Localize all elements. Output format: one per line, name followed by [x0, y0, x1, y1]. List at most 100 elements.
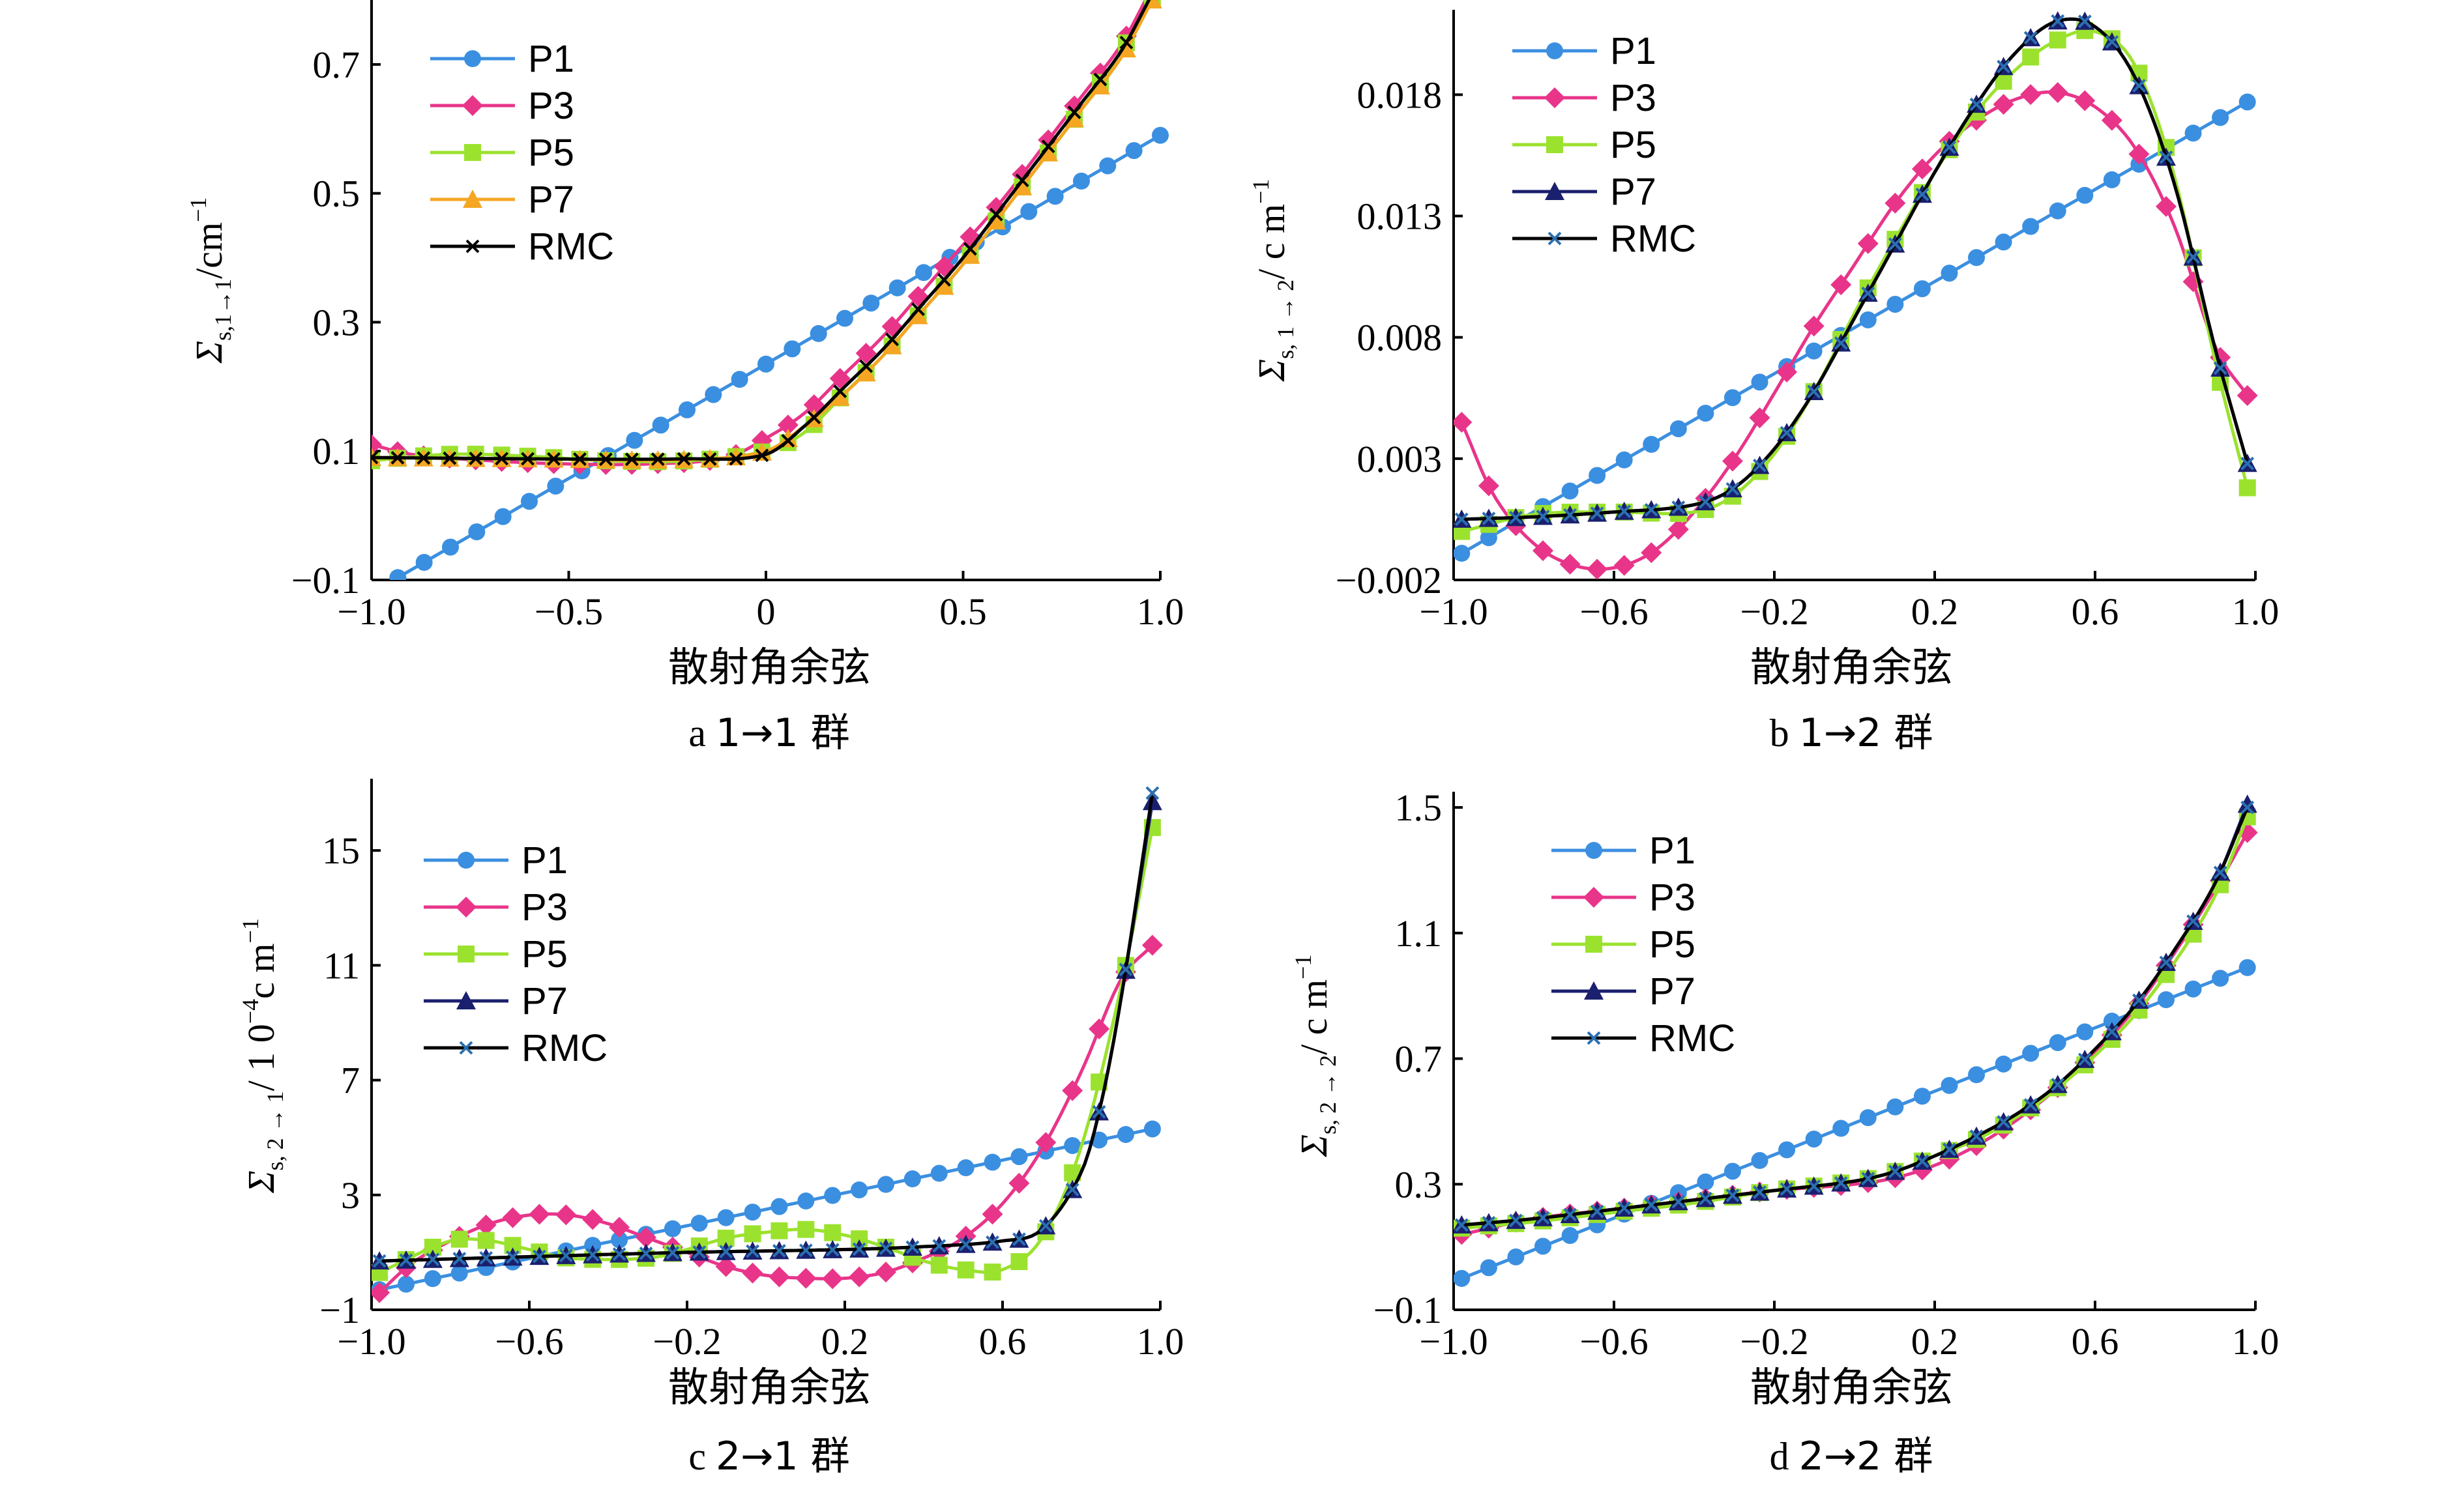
- data-point-RMC: [1807, 1179, 1821, 1193]
- data-point-RMC: [443, 451, 457, 465]
- data-point-RMC: [1698, 1191, 1712, 1206]
- data-point-P3: [875, 1262, 897, 1283]
- series-P5: [372, 0, 1161, 470]
- caption-letter: d: [1770, 1435, 1799, 1478]
- legend-label-P5: P5: [528, 132, 574, 174]
- x-tick-label: −0.2: [653, 1320, 721, 1363]
- data-point-P1: [1561, 1227, 1579, 1245]
- data-point-P5: [2238, 479, 2256, 497]
- data-point-P7: [1064, 109, 1085, 128]
- data-point-RMC: [807, 411, 821, 425]
- data-point-P1: [690, 1215, 708, 1232]
- data-point-P3: [822, 1268, 843, 1290]
- legend-marker-RMC: [465, 239, 480, 253]
- data-point-P3: [795, 1267, 817, 1289]
- legend-label-P7: P7: [1649, 970, 1695, 1013]
- data-point-P3: [1478, 475, 1499, 497]
- data-point-RMC: [1834, 336, 1848, 350]
- chart-panel-b: −0.002 0.003 0.008 0.013 0.018 −1.0 −0.6 −0.2 0.…: [1248, 10, 2279, 756]
- data-point-P3: [1532, 540, 1553, 562]
- data-point-P1: [397, 1275, 415, 1293]
- legend-marker-P7: [463, 190, 482, 208]
- panel-caption: b 1→2 群: [1770, 710, 1933, 756]
- legend-label-P1: P1: [528, 38, 574, 80]
- y-tick-label: −1: [319, 1289, 360, 1331]
- data-point-P1: [1859, 311, 1877, 328]
- data-point-P1: [1832, 1120, 1850, 1137]
- data-point-P3: [2237, 385, 2258, 407]
- x-tick-label: 1.0: [1137, 1320, 1184, 1363]
- y-tick-label: 0.5: [313, 173, 360, 215]
- data-point-P1: [1480, 529, 1497, 547]
- data-point-RMC: [1119, 35, 1134, 50]
- data-point-P1: [888, 279, 906, 296]
- series-P5: [372, 818, 1161, 1281]
- data-point-P1: [2103, 171, 2120, 188]
- legend-marker-P3: [456, 897, 477, 918]
- data-point-P1: [1697, 1173, 1714, 1191]
- legend-marker-P5: [458, 946, 475, 962]
- y-tick-label: 3: [341, 1174, 360, 1217]
- y-tick-label: 0.3: [1395, 1163, 1443, 1206]
- data-point-P3: [1857, 233, 1879, 254]
- data-point-RMC: [1617, 1201, 1632, 1215]
- data-point-RMC: [1038, 1219, 1053, 1233]
- data-point-RMC: [372, 450, 379, 465]
- x-tick-label: 0.5: [939, 590, 987, 633]
- series-P7: [372, 792, 1162, 1270]
- data-point-P3: [1776, 361, 1798, 383]
- data-point-RMC: [1671, 500, 1686, 514]
- data-point-P5: [984, 1264, 1001, 1281]
- legend-marker-P5: [1546, 136, 1563, 153]
- data-point-P1: [1805, 342, 1823, 360]
- y-axis-label: Σs, 1 → 2/ c m−1: [1248, 179, 1298, 383]
- data-point-P1: [1073, 172, 1090, 190]
- x-axis-label: 散射角余弦: [668, 643, 870, 691]
- data-point-RMC: [772, 1243, 786, 1258]
- data-point-P1: [1751, 1151, 1768, 1169]
- data-point-RMC: [1536, 510, 1550, 523]
- y-tick-label: 0.003: [1357, 438, 1443, 480]
- data-point-P1: [1589, 467, 1606, 484]
- data-point-P1: [877, 1176, 895, 1193]
- y-label-superscript: −1: [1248, 179, 1274, 204]
- legend-marker-P1: [1546, 42, 1563, 59]
- data-point-P5: [930, 1256, 948, 1274]
- data-point-P3: [2020, 84, 2042, 106]
- data-point-P3: [609, 1217, 630, 1238]
- data-point-P3: [555, 1204, 577, 1226]
- data-point-P1: [468, 523, 486, 541]
- y-label-unit: /cm: [188, 222, 230, 279]
- data-point-P1: [2238, 93, 2256, 111]
- data-point-P1: [1480, 1259, 1497, 1277]
- data-point-P3: [849, 1266, 870, 1288]
- data-point-RMC: [533, 1249, 546, 1264]
- legend-marker-P5: [464, 144, 481, 161]
- data-point-RMC: [2132, 79, 2146, 93]
- data-point-P1: [984, 1153, 1001, 1171]
- series-line-P5: [372, 0, 1154, 464]
- chart-panel-a: −0.1 0.1 0.3 0.5 0.7 −1.0 −0.5 0 0.5 1.0 散射角余弦 a 1→…: [185, 0, 1184, 756]
- data-point-P3: [1749, 407, 1770, 429]
- data-point-RMC: [1997, 1115, 2011, 1129]
- y-label-subscript: s, 1 → 2: [1272, 280, 1298, 359]
- series-P3: [372, 0, 1148, 475]
- data-point-RMC: [399, 1253, 413, 1267]
- legend-marker-P5: [1585, 936, 1602, 953]
- data-point-RMC: [963, 242, 977, 256]
- data-point-P3: [1089, 1018, 1110, 1039]
- data-point-P1: [1723, 1163, 1741, 1180]
- caption-text: 2→2 群: [1799, 1434, 1933, 1479]
- data-point-P3: [1454, 411, 1473, 433]
- data-point-P1: [1010, 1148, 1028, 1165]
- data-point-RMC: [2159, 955, 2173, 970]
- y-label-symbol: Σ: [1293, 1135, 1335, 1157]
- legend-marker-P1: [1585, 842, 1602, 859]
- data-point-P1: [851, 1181, 868, 1199]
- data-point-RMC: [986, 1235, 999, 1249]
- series-line-P7: [372, 0, 1154, 462]
